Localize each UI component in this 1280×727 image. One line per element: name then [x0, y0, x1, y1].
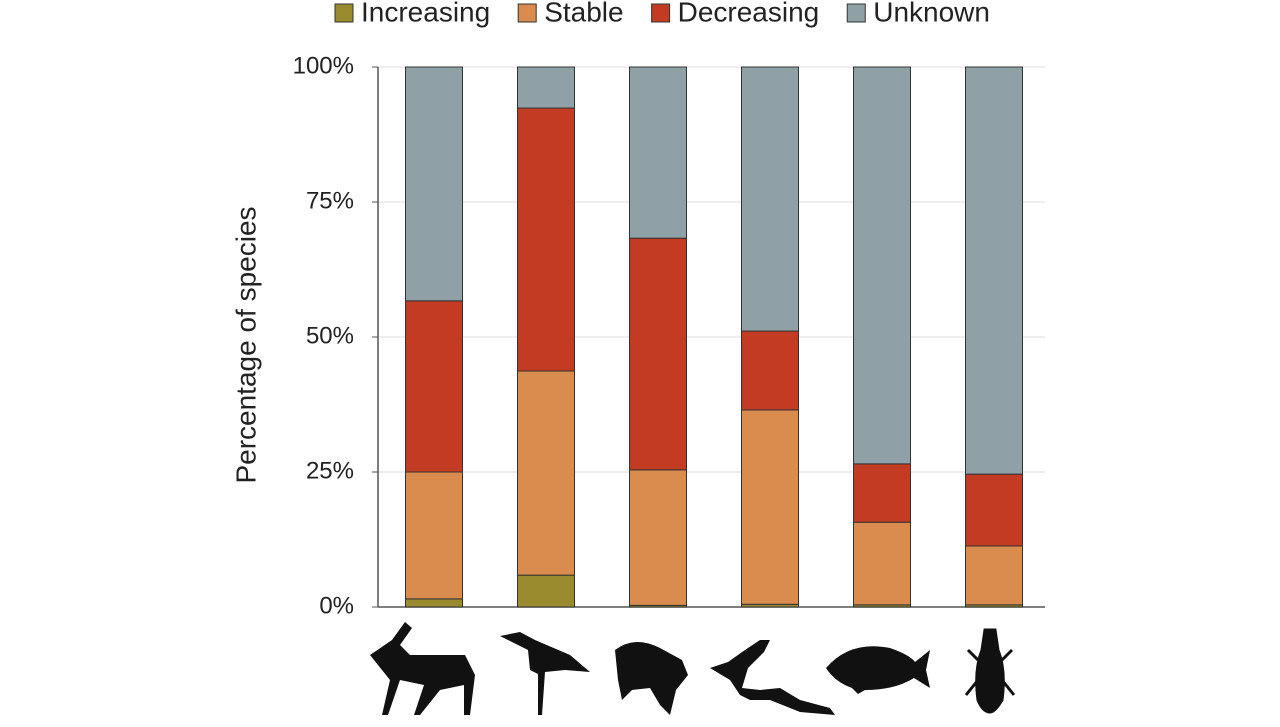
y-tick-label: 100% [293, 52, 354, 79]
bar-segment [965, 473, 1023, 547]
legend-label: Decreasing [678, 0, 820, 27]
bar-segment [741, 409, 799, 605]
y-tick-label: 0% [319, 592, 354, 619]
bar-segment [517, 574, 575, 608]
bar-segment [517, 66, 575, 109]
bar-segment [629, 469, 687, 606]
bar-segment [965, 66, 1023, 475]
bar-segment [853, 463, 911, 523]
legend-label: Unknown [873, 0, 990, 27]
silhouettes [370, 622, 1016, 715]
bar-segment [965, 545, 1023, 606]
bar-segment [629, 66, 687, 239]
bar-segment [853, 66, 911, 465]
bar-segment [741, 66, 799, 332]
bar-segment [517, 107, 575, 372]
bar-segment [405, 471, 463, 600]
bar-segment [405, 66, 463, 302]
bar-segment [853, 521, 911, 606]
bird-icon [500, 632, 590, 715]
lizard-icon [710, 640, 835, 715]
legend-swatch [517, 3, 537, 23]
legend-swatch [334, 3, 354, 23]
bar-segment [517, 370, 575, 576]
frog-icon [615, 641, 688, 715]
fish-icon [826, 646, 930, 694]
beetle-icon [964, 628, 1016, 714]
y-tick-label: 50% [306, 322, 354, 349]
antelope-icon [370, 622, 475, 715]
y-axis-label: Percentage of species [230, 206, 261, 483]
legend-swatch [651, 3, 671, 23]
y-tick-label: 25% [306, 457, 354, 484]
bar-segment [629, 237, 687, 471]
bar-segment [405, 598, 463, 608]
y-tick-label: 75% [306, 187, 354, 214]
bar-segment [405, 300, 463, 473]
legend-label: Increasing [361, 0, 490, 27]
legend-label: Stable [544, 0, 623, 27]
bar-segment [741, 330, 799, 411]
legend-swatch [846, 3, 866, 23]
